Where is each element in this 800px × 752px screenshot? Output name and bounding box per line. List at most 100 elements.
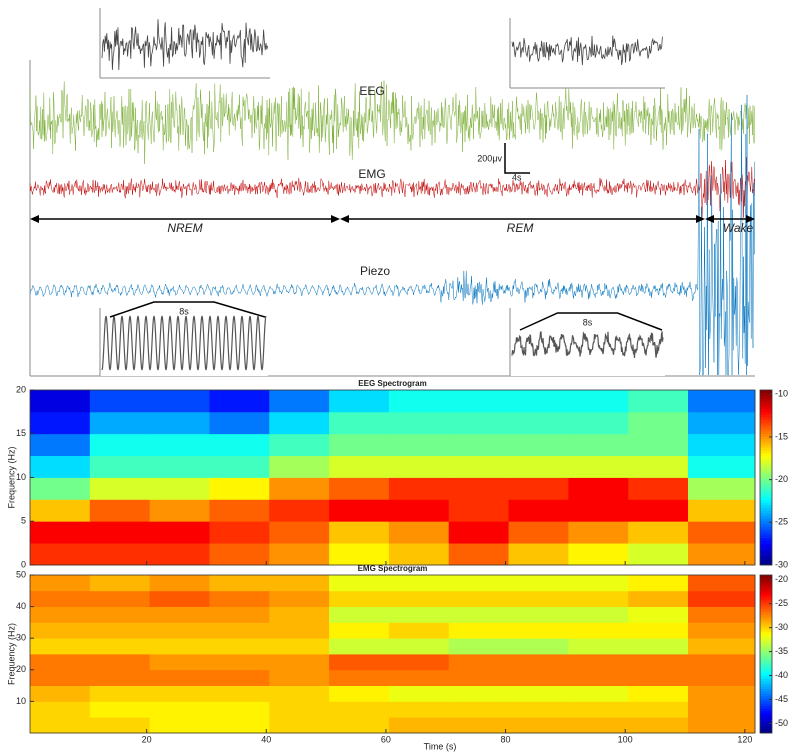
x-axis-label: Time (s) [424,741,457,751]
heat-cell [30,477,91,500]
heat-cell [388,590,450,607]
colorbar-step [760,649,772,652]
colorbar-step [760,676,772,679]
heat-cell [688,521,756,544]
colorbar-step [760,400,772,404]
piezo-trace [29,94,756,376]
heat-cell [30,638,91,655]
scale-bar [504,143,530,174]
heat-cell [628,717,689,734]
heat-cell [149,411,210,435]
heat-cell [628,521,689,544]
colorbar-step [760,469,772,473]
heat-cell [209,575,270,592]
colorbar-step [760,688,772,692]
inset-trace [101,19,268,71]
inset-trace [511,331,664,358]
heat-cell [388,685,450,702]
heat-cell [628,499,689,522]
heat-cell [508,590,569,607]
colorbar-step [760,671,772,675]
colorbar-step [760,728,772,731]
colorbar-tick-label: -30 [775,559,788,569]
heat-cell [568,606,629,623]
heat-cell [30,669,91,686]
heat-cell [329,638,390,655]
heat-cell [329,685,390,702]
heat-cell [568,433,629,457]
heat-cell [329,390,390,413]
colorbar-step [760,529,772,533]
heat-cell [568,701,629,718]
eeg-trace [29,80,756,164]
heat-cell [30,717,91,734]
heat-cell [508,717,569,734]
colorbar-tick-label: -45 [775,694,788,704]
heat-cell [688,499,756,522]
colorbar-step [760,599,772,603]
heat-cell [269,411,330,435]
y-tick-label: 20 [16,664,26,674]
heat-cell [388,543,450,566]
heat-cell [388,638,450,655]
heat-cell [269,654,330,671]
heat-cell [89,622,151,639]
colorbar-step [760,447,772,451]
heat-cell [149,622,210,639]
colorbar-step [760,587,772,591]
colorbar-step [760,455,772,459]
colorbar-step [760,626,772,630]
colorbar-step [760,433,772,437]
heat-cell [89,701,151,718]
heat-cell [448,685,509,702]
heat-cell [448,669,509,686]
heat-cell [688,543,756,566]
colorbar-step [760,661,772,665]
colorbar-step [760,491,772,495]
colorbar-step [760,636,772,640]
heat-cell [30,606,91,623]
colorbar-step [760,723,772,726]
heat-cell [89,685,151,702]
x-tick-label: 100 [618,734,633,744]
colorbar-step [760,450,772,454]
colorbar-step [760,428,772,432]
colorbar-step [760,693,772,697]
colorbar-step [760,392,772,396]
colorbar-step [760,629,772,633]
heat-cell [448,717,509,734]
heat-cell [149,685,210,702]
heat-cell [30,499,91,522]
colorbar-step [760,691,772,694]
colorbar-step [760,562,772,566]
colorbar-step [760,584,772,588]
heat-cell [448,622,509,639]
colorbar-step [760,452,772,456]
heat-cell [269,543,330,566]
heat-cell [448,543,509,566]
y-tick-label: 40 [16,601,26,611]
colorbar-step [760,683,772,687]
x-tick-label: 60 [381,734,391,744]
heat-cell [688,717,756,734]
heat-cell [508,606,569,623]
heat-cell [688,606,756,623]
heat-cell [688,685,756,702]
chart-title: EEG Spectrogram [358,379,426,388]
colorbar-tick-label: -40 [775,670,788,680]
heat-cell [209,669,270,686]
heat-cell [448,455,509,478]
colorbar-step [760,718,772,721]
colorbar-step [760,658,772,662]
colorbar-step [760,444,772,448]
heat-cell [568,543,629,566]
heat-cell [388,701,450,718]
heat-cell [209,543,270,566]
y-tick-label: 10 [16,472,26,482]
heat-cell [30,575,91,592]
heat-cell [149,390,210,413]
heat-cell [149,654,210,671]
heat-cell [209,521,270,544]
heat-cell [388,521,450,544]
